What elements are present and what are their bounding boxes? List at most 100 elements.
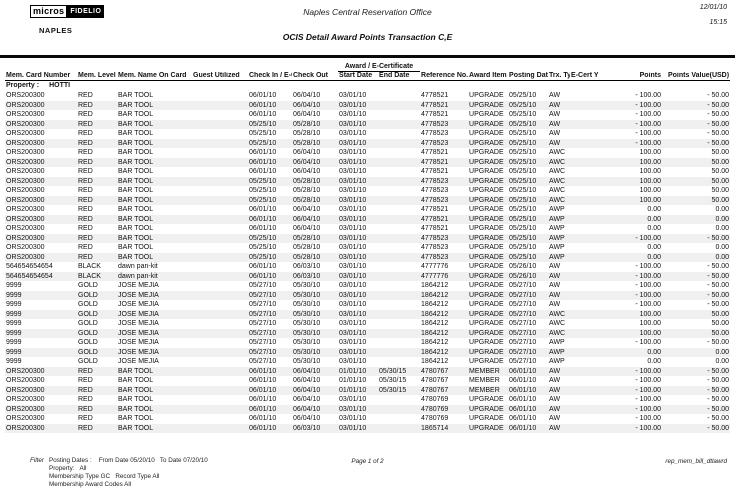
group-header-row: Award / E-Certificate	[5, 58, 730, 72]
table-cell: 06/01/10	[509, 396, 537, 403]
table-cell	[378, 101, 420, 111]
table-cell: 06/04/10	[293, 225, 321, 232]
table-row: 9999 GOLD JOSE MEJIA 05/27/10 05/30/10 03/01/…	[5, 300, 730, 310]
table-cell: AWP	[549, 234, 565, 242]
table-cell	[570, 167, 598, 177]
table-row: ORS200300 RED BAR TOOL 05/25/10 05/28/10 03/0…	[5, 233, 731, 243]
table-cell: 100.00	[639, 329, 662, 337]
table-cell: 06/01/10	[249, 206, 277, 213]
table-cell: BAR TOOL	[118, 234, 154, 242]
table-cell: 1864212	[421, 282, 449, 289]
table-cell: 05/25/10	[249, 244, 277, 251]
table-cell	[192, 110, 248, 120]
table-cell: 01/01/10	[339, 377, 367, 384]
table-cell: 05/30/15	[379, 386, 407, 394]
table-cell: - 100.00	[635, 367, 662, 375]
table-cell	[570, 139, 598, 149]
table-cell: BAR TOOL	[118, 367, 154, 375]
table-cell: 0.00	[715, 348, 730, 356]
table-cell: 05/28/10	[293, 120, 321, 128]
table-cell	[192, 310, 248, 320]
table-cell: BAR TOOL	[118, 225, 154, 232]
micros-logo-text: micros	[30, 5, 68, 18]
table-cell	[378, 129, 420, 139]
table-cell	[192, 348, 248, 358]
table-cell	[570, 291, 598, 301]
table-cell: 03/01/10	[339, 196, 367, 204]
table-row: ORS200300 RED BAR TOOL 06/01/10 06/04/10 03/0…	[5, 214, 731, 225]
table-cell: MEMBER	[469, 367, 500, 375]
table-cell: 06/01/10	[249, 405, 277, 413]
table-cell: BAR TOOL	[118, 92, 154, 99]
table-cell	[192, 186, 248, 196]
table-row: 9999 GOLD JOSE MEJIA 05/27/10 05/30/10 03/01/…	[5, 290, 731, 301]
table-cell: JOSE MEJIA	[118, 301, 159, 308]
table-cell: 05/27/10	[509, 291, 537, 299]
table-cell: 4780767	[421, 367, 449, 375]
table-cell: ORS200300	[6, 139, 45, 147]
table-cell: 05/28/10	[293, 234, 321, 242]
table-row: 9999 GOLD JOSE MEJIA 05/27/10 05/30/10 03/01/…	[5, 319, 730, 329]
table-cell: RED	[78, 120, 93, 128]
table-cell	[378, 120, 420, 130]
table-cell	[378, 177, 420, 187]
table-cell: AW	[549, 424, 561, 432]
table-cell	[570, 243, 598, 253]
table-cell: 05/25/10	[509, 168, 537, 175]
table-cell: 05/25/10	[509, 177, 537, 185]
table-cell: - 50.00	[707, 386, 730, 394]
table-cell	[192, 253, 248, 263]
table-cell: 05/27/10	[509, 310, 537, 318]
table-cell	[378, 139, 420, 149]
table-cell: - 50.00	[707, 130, 730, 137]
table-cell	[192, 291, 248, 301]
table-cell: UPGRADE	[469, 168, 504, 175]
table-cell: 05/27/10	[249, 358, 277, 365]
table-cell: 05/30/10	[293, 320, 321, 327]
table-cell: 4778523	[421, 234, 449, 242]
table-cell: 03/01/10	[339, 187, 367, 194]
table-cell: 9999	[6, 358, 22, 365]
table-row: ORS200300 RED BAR TOOL 05/25/10 05/28/10 03/0…	[5, 243, 730, 253]
table-cell	[570, 414, 598, 424]
table-cell	[192, 139, 248, 149]
table-cell	[378, 272, 420, 282]
table-cell: BAR TOOL	[118, 158, 154, 166]
table-cell: UPGRADE	[469, 396, 504, 403]
table-cell	[192, 148, 248, 158]
table-cell: AW	[549, 396, 561, 403]
table-cell: JOSE MEJIA	[118, 282, 159, 289]
table-cell: 100.00	[639, 168, 662, 175]
table-cell	[192, 224, 248, 234]
table-cell: 4778523	[421, 130, 449, 137]
table-cell: GOLD	[78, 348, 98, 356]
table-cell: 03/01/10	[339, 101, 367, 109]
table-cell: 0.00	[715, 215, 730, 223]
table-cell: BAR TOOL	[118, 149, 154, 156]
table-cell: GOLD	[78, 301, 98, 308]
table-cell: UPGRADE	[469, 225, 504, 232]
table-cell: 03/01/10	[339, 405, 367, 413]
table-cell: RED	[78, 253, 93, 261]
table-cell: 06/01/10	[249, 101, 277, 109]
table-cell: AW	[549, 272, 561, 280]
table-cell: 03/01/10	[339, 206, 367, 213]
award-ecertificate-group-header: Award / E-Certificate	[338, 58, 421, 72]
table-cell: 06/01/10	[249, 272, 277, 280]
table-cell: ORS200300	[6, 386, 45, 394]
table-cell: 03/01/10	[339, 177, 367, 185]
table-cell: ORS200300	[6, 424, 45, 432]
table-row: 9999 GOLD JOSE MEJIA 05/27/10 05/30/10 03/01/…	[5, 357, 730, 367]
table-row: 9999 GOLD JOSE MEJIA 05/27/10 05/30/10 03/01/…	[5, 347, 731, 358]
table-cell: 05/28/10	[293, 139, 321, 147]
table-cell	[378, 215, 420, 225]
table-cell	[192, 405, 248, 415]
table-cell: JOSE MEJIA	[118, 339, 159, 346]
table-cell: ORS200300	[6, 244, 45, 251]
table-cell: - 50.00	[707, 263, 730, 270]
table-cell	[570, 110, 598, 120]
table-cell: 1864212	[421, 339, 449, 346]
table-cell	[570, 424, 598, 434]
table-cell: AWP	[549, 348, 565, 356]
